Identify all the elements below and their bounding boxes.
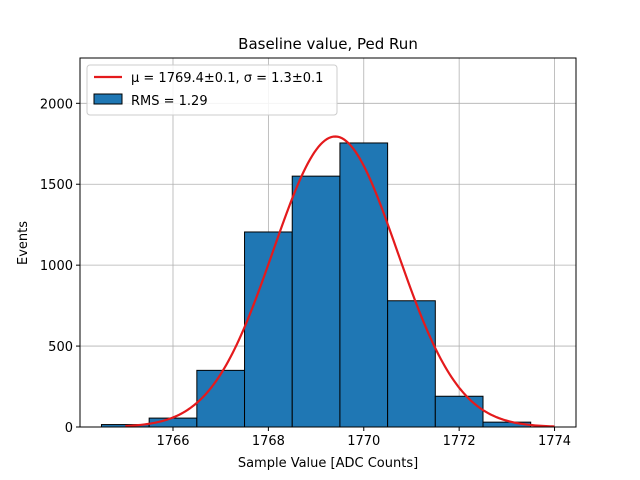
y-tick-label: 1500 xyxy=(40,178,73,193)
y-tick-label: 0 xyxy=(65,421,73,436)
plot-frame xyxy=(79,57,577,428)
histogram-bar xyxy=(291,175,341,428)
x-axis-ticks: 1766 1768 1770 1772 1774 xyxy=(156,427,571,449)
y-axis-ticks: 0 500 1000 1500 2000 xyxy=(40,97,80,436)
x-tick-label: 1772 xyxy=(443,434,476,449)
histogram-bar xyxy=(196,369,246,428)
y-tick-label: 1000 xyxy=(40,259,73,274)
x-axis-label: Sample Value [ADC Counts] xyxy=(238,456,418,471)
x-tick-label: 1766 xyxy=(156,434,189,449)
legend-box xyxy=(86,64,338,116)
gaussian-fit-line xyxy=(125,135,555,428)
legend-bars-swatch xyxy=(93,93,123,105)
y-tick-label: 500 xyxy=(48,340,73,355)
chart-title: Baseline value, Ped Run xyxy=(238,35,418,53)
y-tick-label: 2000 xyxy=(40,97,73,112)
histogram-bar xyxy=(434,395,484,428)
legend-bars-label: RMS = 1.29 xyxy=(131,94,208,109)
y-axis-label: Events xyxy=(16,221,31,265)
histogram-bar xyxy=(387,300,436,428)
legend-fit-label: μ = 1769.4±0.1, σ = 1.3±0.1 xyxy=(131,71,323,86)
histogram-bar xyxy=(339,142,389,428)
x-tick-label: 1774 xyxy=(538,434,571,449)
x-tick-label: 1770 xyxy=(347,434,380,449)
legend: μ = 1769.4±0.1, σ = 1.3±0.1 RMS = 1.29 xyxy=(86,64,338,116)
x-tick-label: 1768 xyxy=(252,434,285,449)
